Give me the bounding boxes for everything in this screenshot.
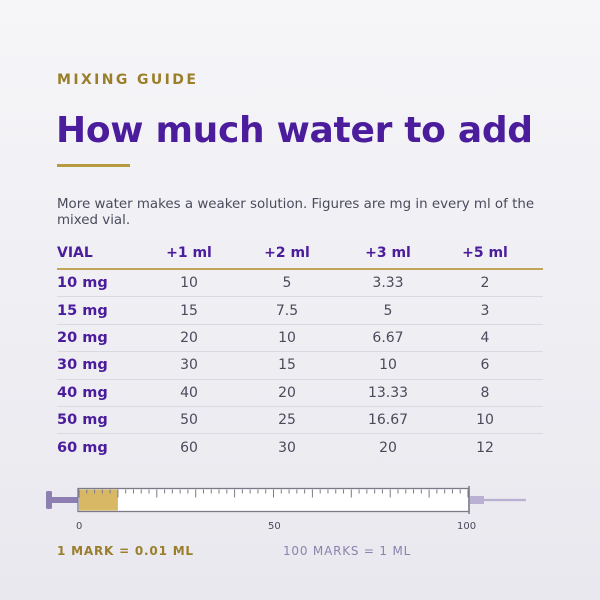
vial-cell: 60 mg: [57, 439, 108, 456]
value-cell: 20: [153, 324, 225, 353]
value-cell: 3: [427, 296, 543, 325]
value-cell: 20: [379, 439, 397, 456]
value-cell: 20: [225, 379, 349, 407]
column-header-5ml: +5 ml: [427, 238, 543, 270]
syringe-fill-level: [79, 489, 118, 511]
value-cell: 2: [427, 269, 543, 298]
table-row: 40 mg 40 20 13.33 8: [57, 379, 543, 407]
column-header-3ml: +3 ml: [349, 238, 427, 270]
eyebrow-label: MIXING GUIDE: [57, 72, 199, 88]
table-row: 60 mg 60 30 20 12: [57, 434, 543, 461]
value-cell: 8: [427, 379, 543, 407]
mark-note: 1 MARK = 0.01 ML: [57, 544, 194, 558]
vial-cell: 10 mg: [57, 269, 153, 298]
value-cell: 3.33: [349, 269, 427, 298]
value-cell: 10: [427, 406, 543, 435]
scale-label-100: 100: [457, 521, 477, 532]
value-cell: 7.5: [225, 296, 349, 325]
scale-label-50: 50: [268, 521, 281, 532]
table-header-row: VIAL +1 ml +2 ml +3 ml +5 ml: [57, 238, 543, 270]
value-cell: 5: [349, 296, 427, 325]
value-cell: 50: [153, 406, 225, 435]
value-cell: 30: [153, 351, 225, 380]
value-cell: 40: [153, 379, 225, 407]
vial-cell: 30 mg: [57, 351, 153, 380]
value-cell: 6: [427, 351, 543, 380]
title-divider: [57, 164, 130, 167]
table-row: 20 mg 20 10 6.67 4: [57, 324, 543, 353]
intro-text: More water makes a weaker solution. Figu…: [57, 197, 535, 228]
value-cell: 5: [225, 269, 349, 298]
vial-cell: 20 mg: [57, 324, 153, 353]
value-cell: 15: [225, 351, 349, 380]
value-cell: 4: [427, 324, 543, 353]
value-cell: 10: [349, 351, 427, 380]
plunger-cap: [46, 491, 52, 509]
table-row: 15 mg 15 7.5 5 3: [57, 296, 543, 325]
scale-label-0: 0: [76, 521, 83, 532]
syringe-hub: [470, 496, 484, 504]
page-title: How much water to add: [56, 110, 533, 151]
value-cell: 25: [225, 406, 349, 435]
value-cell: 16.67: [349, 406, 427, 435]
column-header-2ml: +2 ml: [225, 238, 349, 270]
syringe-illustration: [46, 486, 526, 514]
value-cell: 10: [225, 324, 349, 353]
column-header-vial: VIAL: [57, 238, 153, 270]
table-row: 30 mg 30 15 10 6: [57, 351, 543, 380]
column-header-1ml: +1 ml: [153, 238, 225, 270]
table-row: 10 mg 10 5 3.33 2: [57, 269, 543, 298]
table-row: 50 mg 50 25 16.67 10: [57, 406, 543, 435]
plunger-rod: [52, 497, 78, 503]
value-cell: 6.67: [349, 324, 427, 353]
value-cell: 13.33: [349, 379, 427, 407]
value-cell: 60: [180, 439, 198, 456]
value-cell: 10: [153, 269, 225, 298]
mixing-table: VIAL +1 ml +2 ml +3 ml +5 ml 10 mg 10 5 …: [57, 238, 543, 461]
total-note: 100 MARKS = 1 ML: [283, 544, 412, 558]
vial-cell: 40 mg: [57, 379, 153, 407]
value-cell: 15: [153, 296, 225, 325]
value-cell: 30: [278, 439, 296, 456]
vial-cell: 15 mg: [57, 296, 153, 325]
value-cell: 12: [476, 439, 494, 456]
vial-cell: 50 mg: [57, 406, 153, 435]
syringe-scale-ticks: [78, 489, 469, 498]
